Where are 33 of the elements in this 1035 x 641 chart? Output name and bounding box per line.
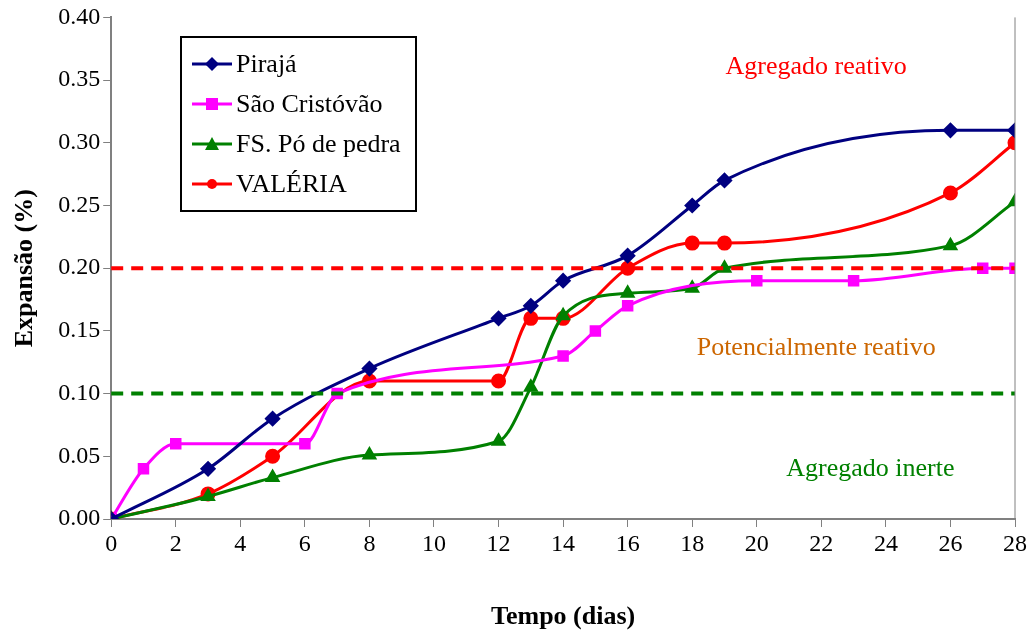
x-tick-label: 8 [363, 529, 376, 556]
legend-label: FS. Pó de pedra [236, 129, 401, 159]
x-tick-label: 26 [938, 529, 963, 556]
x-axis-title: Tempo (dias) [490, 601, 636, 631]
x-tick-label: 16 [615, 529, 640, 556]
y-tick-label: 0.30 [58, 128, 101, 155]
x-tick-label: 6 [298, 529, 311, 556]
y-tick-label: 0.40 [58, 2, 101, 29]
annotation: Agregado inerte [786, 452, 955, 482]
x-tick-label: 14 [551, 529, 576, 556]
y-tick-label: 0.15 [58, 316, 101, 343]
annotation: Agregado reativo [725, 51, 907, 81]
x-tick-label: 4 [234, 529, 247, 556]
x-tick-label: 2 [169, 529, 182, 556]
x-tick-label: 20 [744, 529, 769, 556]
annotation: Potencialmente reativo [696, 332, 936, 362]
y-tick-label: 0.05 [58, 441, 101, 468]
x-tick-label: 10 [421, 529, 446, 556]
x-tick-label: 18 [680, 529, 705, 556]
x-tick-label: 22 [809, 529, 834, 556]
y-tick-label: 0.20 [58, 253, 101, 280]
y-tick-label: 0.35 [58, 65, 101, 92]
y-axis-title: Expansão (%) [9, 189, 39, 348]
legend-label: VALÉRIA [236, 169, 347, 199]
x-tick-label: 12 [486, 529, 511, 556]
x-tick-label: 28 [1003, 529, 1027, 556]
legend-label: Pirajá [236, 49, 297, 79]
x-tick-label: 0 [105, 529, 118, 556]
legend-label: São Cristóvão [236, 89, 383, 119]
y-tick-label: 0.10 [58, 378, 101, 405]
y-tick-label: 0.25 [58, 190, 101, 217]
y-tick-label: 0.00 [58, 504, 101, 531]
x-tick-label: 24 [873, 529, 898, 556]
